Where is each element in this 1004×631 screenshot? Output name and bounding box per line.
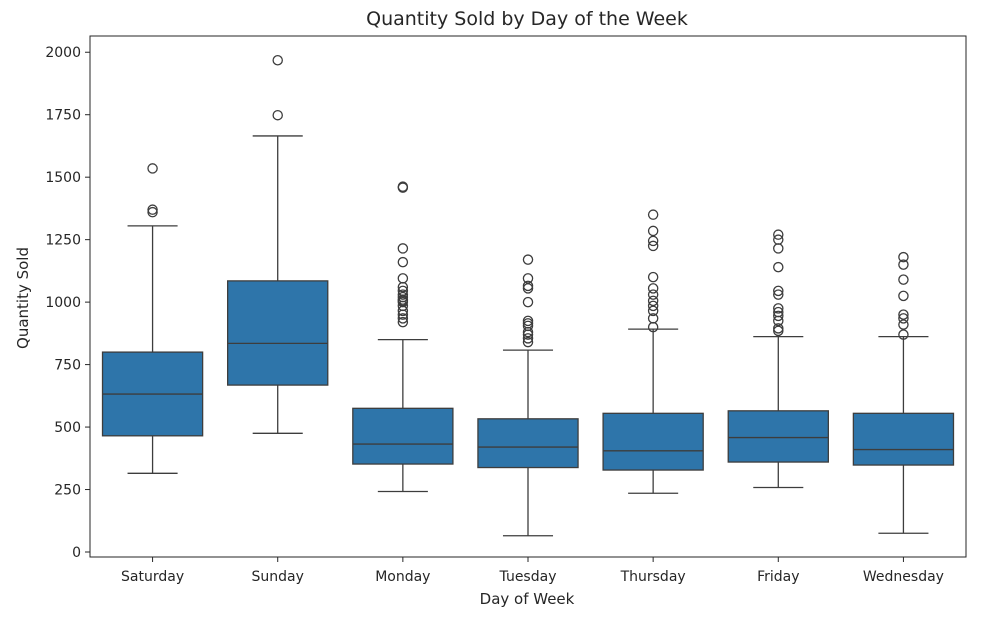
outlier-point — [522, 336, 534, 348]
iqr-box — [602, 412, 704, 471]
x-axis-label: Day of Week — [480, 590, 575, 608]
y-tick-label: 500 — [54, 420, 81, 436]
box-group-sunday — [227, 54, 329, 434]
outlier-point — [647, 240, 659, 252]
outlier-point — [898, 274, 909, 285]
outlier-point — [898, 290, 909, 302]
outlier-point — [773, 323, 784, 334]
outlier-point — [522, 254, 534, 265]
outlier-point — [773, 289, 784, 300]
outlier-point — [397, 313, 409, 324]
outlier-point — [773, 234, 784, 245]
y-tick-label: 1250 — [45, 233, 81, 249]
box-group-thursday — [602, 209, 704, 494]
outlier-point — [647, 313, 659, 324]
outlier-point — [147, 204, 158, 215]
outlier-point — [647, 295, 659, 307]
outlier-point — [898, 259, 909, 270]
iqr-box — [477, 418, 579, 469]
outlier-point — [647, 235, 659, 247]
outlier-point — [647, 283, 659, 294]
y-tick-label: 750 — [54, 358, 81, 374]
x-axis: Saturday Sunday Monday Tuesday Thursday Frida… — [121, 557, 944, 585]
x-tick-label: Thursday — [620, 569, 686, 585]
chart-title: Quantity Sold by Day of the Week — [366, 8, 688, 30]
outlier-point — [147, 163, 158, 174]
outlier-point — [522, 315, 534, 327]
y-axis: 0 250 500 750 1000 1250 1500 1750 2000 — [45, 45, 90, 561]
outlier-point — [397, 243, 409, 254]
outlier-point — [522, 296, 534, 308]
x-tick-label: Friday — [757, 569, 799, 585]
outlier-point — [647, 225, 659, 237]
outlier-point — [898, 251, 909, 263]
outlier-point — [397, 273, 409, 284]
outlier-point — [647, 209, 659, 220]
outlier-point — [397, 285, 409, 297]
y-axis-label: Quantity Sold — [14, 247, 32, 349]
outlier-point — [773, 243, 784, 254]
outlier-point — [898, 329, 909, 340]
box-group-friday — [727, 229, 829, 489]
outlier-point — [898, 319, 909, 330]
outlier-point — [647, 289, 659, 300]
outlier-point — [522, 280, 534, 292]
box-group-saturday — [101, 163, 204, 474]
iqr-box — [227, 280, 329, 386]
y-tick-label: 1750 — [45, 108, 81, 124]
y-tick-label: 0 — [72, 545, 81, 561]
y-tick-label: 250 — [54, 483, 81, 499]
outlier-point — [397, 316, 409, 328]
outlier-point — [522, 273, 534, 284]
outlier-point — [272, 109, 283, 121]
x-tick-label: Tuesday — [499, 569, 557, 585]
outlier-point — [773, 229, 784, 240]
plot-area: 0 250 500 750 1000 1250 1500 1750 2000 Saturday Su… — [45, 35, 967, 585]
outlier-point — [773, 285, 784, 297]
outlier-point — [522, 333, 534, 344]
outlier-point — [647, 300, 659, 312]
outlier-point — [898, 309, 909, 320]
y-tick-label: 1500 — [45, 170, 81, 186]
outlier-point — [272, 54, 283, 66]
outlier-point — [898, 313, 909, 324]
outlier-point — [773, 303, 784, 314]
x-tick-label: Saturday — [121, 569, 184, 585]
x-tick-label: Sunday — [252, 569, 304, 585]
outlier-point — [397, 181, 409, 192]
y-tick-label: 2000 — [45, 45, 81, 61]
box-group-tuesday — [477, 254, 579, 537]
outlier-point — [647, 305, 659, 317]
outlier-point — [397, 289, 409, 300]
outlier-point — [773, 261, 784, 273]
outlier-point — [773, 310, 784, 322]
x-tick-label: Monday — [375, 569, 430, 585]
iqr-box — [727, 410, 829, 463]
x-tick-label: Wednesday — [863, 569, 944, 585]
box-group-monday — [352, 181, 454, 493]
iqr-box — [352, 407, 454, 465]
box-group-wednesday — [852, 251, 955, 534]
iqr-box — [852, 412, 955, 466]
outlier-point — [647, 271, 659, 283]
outlier-point — [397, 256, 409, 268]
y-tick-label: 1000 — [45, 295, 81, 311]
outlier-point — [773, 306, 784, 318]
